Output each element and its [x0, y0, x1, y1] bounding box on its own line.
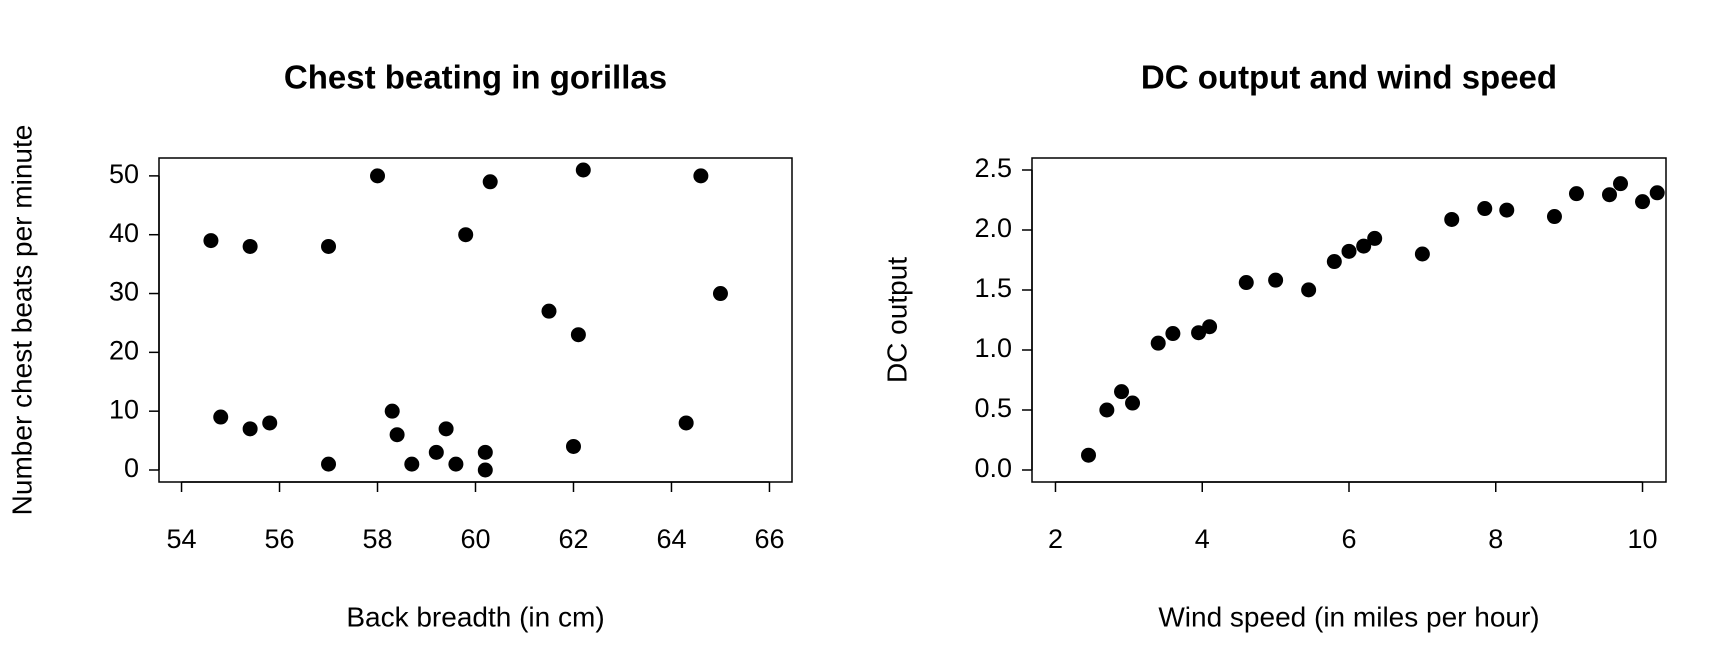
- y-tick-label: 0.0: [974, 453, 1012, 483]
- point: [565, 438, 581, 454]
- point: [242, 238, 258, 254]
- point: [1477, 201, 1493, 217]
- x-tick-label: 62: [558, 524, 588, 554]
- point: [203, 233, 219, 249]
- point: [404, 456, 420, 472]
- point: [384, 403, 400, 419]
- point: [1546, 209, 1562, 225]
- point: [1326, 254, 1342, 270]
- y-axis-label: DC output: [881, 257, 912, 383]
- point: [448, 456, 464, 472]
- point: [1414, 246, 1430, 262]
- point: [428, 444, 444, 460]
- point: [321, 456, 337, 472]
- y-tick-label: 2.5: [974, 153, 1012, 183]
- chart-title: DC output and wind speed: [1141, 59, 1557, 96]
- y-tick-label: 20: [109, 335, 139, 365]
- point: [438, 421, 454, 437]
- point: [262, 415, 278, 431]
- x-tick-label: 6: [1341, 524, 1356, 554]
- point: [1081, 447, 1097, 463]
- y-tick-label: 1.0: [974, 333, 1012, 363]
- point: [1150, 335, 1166, 351]
- x-tick-label: 64: [656, 524, 686, 554]
- x-tick-label: 58: [362, 524, 392, 554]
- point: [1499, 202, 1515, 218]
- point: [1301, 282, 1317, 298]
- x-axis-label: Back breadth (in cm): [346, 601, 604, 632]
- x-tick-label: 4: [1195, 524, 1210, 554]
- point: [389, 427, 405, 443]
- y-tick-label: 40: [109, 218, 139, 248]
- point: [1114, 384, 1130, 400]
- point: [1202, 319, 1218, 335]
- point: [1238, 275, 1254, 291]
- chart-title: Chest beating in gorillas: [284, 59, 667, 96]
- point: [482, 174, 498, 190]
- point: [1125, 395, 1141, 411]
- point: [575, 162, 591, 178]
- x-tick-label: 54: [167, 524, 197, 554]
- point: [1268, 272, 1284, 288]
- point: [1613, 176, 1629, 192]
- x-tick-label: 8: [1488, 524, 1503, 554]
- point: [1601, 187, 1617, 203]
- x-tick-label: 56: [265, 524, 295, 554]
- point: [570, 327, 586, 343]
- point: [477, 462, 493, 478]
- point: [1341, 243, 1357, 259]
- y-tick-label: 0.5: [974, 393, 1012, 423]
- y-tick-label: 1.5: [974, 273, 1012, 303]
- point: [1635, 194, 1651, 210]
- y-tick-label: 10: [109, 394, 139, 424]
- point: [1367, 230, 1383, 246]
- point: [213, 409, 229, 425]
- point: [477, 444, 493, 460]
- x-tick-label: 10: [1627, 524, 1657, 554]
- point: [321, 238, 337, 254]
- point: [1191, 325, 1207, 341]
- point: [541, 303, 557, 319]
- point: [1568, 186, 1584, 202]
- point: [678, 415, 694, 431]
- x-tick-label: 60: [460, 524, 490, 554]
- point: [1099, 402, 1115, 418]
- y-tick-label: 2.0: [974, 213, 1012, 243]
- point: [370, 168, 386, 184]
- point: [1356, 238, 1372, 254]
- x-axis-label: Wind speed (in miles per hour): [1158, 601, 1539, 632]
- y-tick-label: 0: [124, 453, 139, 483]
- x-tick-label: 2: [1048, 524, 1063, 554]
- point: [1444, 211, 1460, 227]
- x-tick-label: 66: [754, 524, 784, 554]
- plot-frame: [1031, 157, 1667, 483]
- point: [693, 168, 709, 184]
- point: [458, 227, 474, 243]
- y-axis-label: Number chest beats per minute: [6, 125, 37, 516]
- point: [1649, 185, 1665, 201]
- y-tick-label: 30: [109, 277, 139, 307]
- point: [712, 286, 728, 302]
- point: [1165, 326, 1181, 342]
- y-tick-label: 50: [109, 159, 139, 189]
- point: [242, 421, 258, 437]
